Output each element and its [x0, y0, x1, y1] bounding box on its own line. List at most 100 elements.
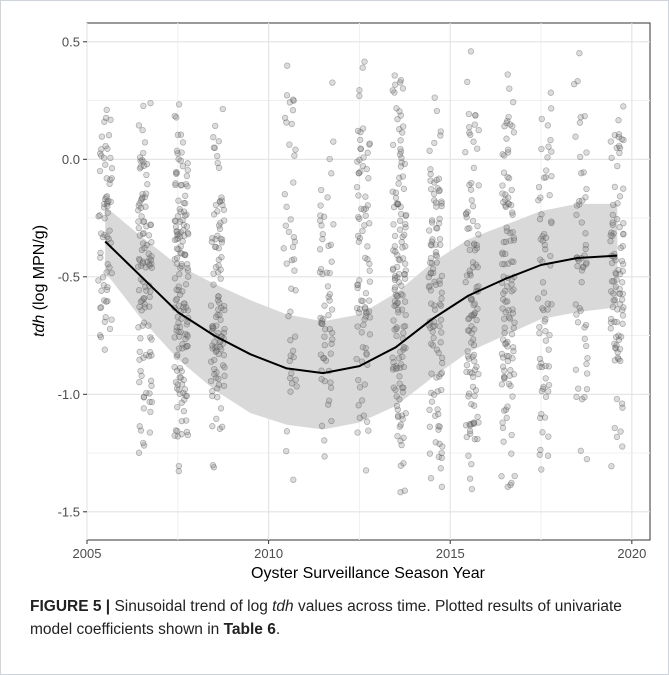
figure-caption: FIGURE 5 | Sinusoidal trend of log tdh v… — [30, 595, 660, 641]
data-point — [219, 105, 226, 113]
data-point — [214, 232, 221, 239]
data-point — [136, 154, 144, 161]
data-point — [289, 347, 297, 354]
data-point — [616, 270, 624, 278]
data-point — [146, 429, 154, 436]
data-point — [176, 390, 183, 398]
x-tick-label: 2015 — [436, 546, 465, 561]
data-point — [213, 415, 220, 422]
data-point — [428, 340, 435, 347]
data-point — [362, 290, 370, 297]
data-point — [178, 181, 185, 189]
data-point — [397, 163, 405, 170]
data-point — [428, 398, 436, 405]
data-point — [428, 260, 436, 267]
data-point — [546, 331, 553, 339]
data-point — [620, 230, 627, 238]
data-point — [620, 220, 627, 227]
data-point — [140, 442, 148, 449]
data-point — [283, 92, 291, 99]
data-point — [390, 247, 397, 254]
data-point — [395, 309, 402, 316]
data-point — [392, 81, 399, 88]
data-point — [174, 433, 181, 440]
data-point — [357, 145, 365, 153]
data-point — [184, 261, 191, 268]
data-point — [136, 232, 143, 239]
data-point — [175, 302, 182, 309]
data-point — [542, 393, 550, 400]
data-point — [536, 323, 543, 331]
data-point — [438, 295, 445, 302]
data-point — [215, 306, 222, 313]
data-point — [500, 290, 507, 297]
data-point — [503, 227, 511, 235]
data-point — [355, 402, 362, 409]
data-point — [395, 256, 402, 263]
data-point — [437, 370, 444, 378]
caption-text-3: . — [275, 621, 281, 638]
data-point — [141, 301, 148, 308]
data-point — [213, 322, 220, 329]
data-point — [177, 328, 184, 336]
data-point — [354, 284, 361, 292]
data-point — [366, 140, 373, 147]
data-point — [179, 345, 186, 352]
data-point — [143, 287, 150, 294]
data-point — [98, 230, 105, 237]
data-point — [503, 119, 510, 127]
data-point — [468, 329, 475, 337]
data-point — [214, 297, 222, 304]
data-point — [536, 355, 544, 363]
data-point — [103, 286, 111, 294]
data-point — [469, 264, 477, 271]
data-point — [139, 297, 146, 304]
data-point — [469, 373, 477, 381]
data-point — [391, 298, 399, 305]
data-point — [362, 254, 369, 262]
data-point — [175, 386, 182, 394]
data-point — [435, 411, 442, 418]
data-point — [326, 325, 334, 333]
data-point — [362, 212, 369, 219]
data-point — [104, 200, 111, 207]
data-point — [289, 243, 297, 251]
data-point — [215, 256, 222, 263]
data-point — [179, 341, 186, 348]
data-point — [217, 235, 224, 243]
data-point — [616, 144, 624, 152]
data-point — [135, 449, 143, 456]
data-point — [108, 316, 115, 323]
data-point — [363, 350, 370, 357]
data-point — [427, 177, 434, 184]
data-point — [139, 190, 146, 198]
data-point — [292, 376, 299, 383]
data-point — [577, 114, 584, 121]
data-point — [538, 363, 546, 371]
data-point — [462, 278, 469, 286]
data-point — [438, 454, 445, 462]
y-tick-label: -1.0 — [58, 387, 80, 402]
data-point — [141, 139, 149, 146]
data-point — [293, 383, 300, 390]
data-point — [324, 283, 332, 290]
data-point — [508, 186, 515, 194]
data-point — [138, 246, 146, 254]
data-point — [578, 267, 586, 274]
data-point — [506, 372, 513, 379]
data-point — [99, 233, 107, 241]
data-point — [291, 152, 298, 159]
data-point — [173, 255, 181, 262]
data-point — [576, 50, 583, 57]
data-point — [500, 199, 507, 206]
data-point — [610, 201, 617, 209]
data-point — [171, 256, 178, 263]
data-point — [541, 174, 548, 181]
data-point — [499, 363, 507, 370]
data-point — [96, 167, 104, 175]
data-point — [470, 419, 477, 426]
data-point — [510, 129, 518, 136]
data-point — [471, 366, 479, 373]
data-point — [465, 327, 473, 334]
data-point — [427, 270, 434, 277]
